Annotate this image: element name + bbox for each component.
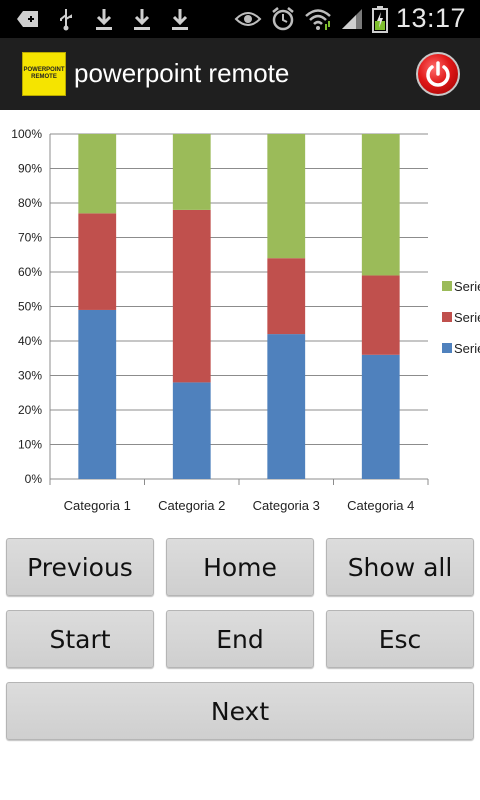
download-icon <box>90 6 118 32</box>
usb-icon <box>52 6 80 32</box>
bar-segment <box>267 334 306 479</box>
slide-chart: 0% 10% 20% 30% 40% 50% 60% 70% 80% 90% 100% Categor… <box>0 110 480 530</box>
y-tick-label: 80% <box>18 196 42 210</box>
download-icon <box>166 6 194 32</box>
bar-segment <box>78 134 117 214</box>
app-bar: POWERPOINT REMOTE powerpoint remote <box>0 38 480 110</box>
bar-segment <box>267 258 306 335</box>
previous-button[interactable]: Previous <box>6 538 154 596</box>
power-button[interactable] <box>416 52 460 96</box>
eye-icon <box>234 11 262 26</box>
bar-segment <box>267 134 306 259</box>
y-tick-label: 40% <box>18 334 42 348</box>
esc-button[interactable]: Esc <box>326 610 474 668</box>
start-button[interactable]: Start <box>6 610 154 668</box>
category-label: Categoria 1 <box>64 498 131 513</box>
app-logo-text: POWERPOINT REMOTE <box>23 67 65 80</box>
y-tick-label: 100% <box>11 127 42 141</box>
legend-swatch <box>442 281 452 291</box>
y-tick-label: 90% <box>18 162 42 176</box>
y-tick-label: 0% <box>25 472 43 486</box>
category-label: Categoria 4 <box>347 498 414 513</box>
signal-icon <box>341 8 362 29</box>
legend-swatch <box>442 312 452 322</box>
y-tick-label: 60% <box>18 265 42 279</box>
add-icon <box>14 6 42 32</box>
bar-segment <box>361 134 400 276</box>
wifi-icon <box>305 8 331 30</box>
home-button[interactable]: Home <box>166 538 314 596</box>
category-label: Categoria 2 <box>158 498 225 513</box>
status-icons-right: 13:17 <box>234 3 466 34</box>
bar-segment <box>78 213 117 310</box>
bar-segment <box>172 209 211 383</box>
y-tick-label: 10% <box>18 438 42 452</box>
bar-segment <box>172 134 211 210</box>
y-tick-label: 20% <box>18 403 42 417</box>
bar-segment <box>361 275 400 355</box>
power-icon <box>426 61 450 87</box>
notification-icons <box>14 6 194 32</box>
legend-label: Serie <box>454 279 480 294</box>
category-label: Categoria 3 <box>253 498 320 513</box>
alarm-icon <box>272 6 294 30</box>
end-button[interactable]: End <box>166 610 314 668</box>
y-tick-label: 50% <box>18 300 42 314</box>
download-icon <box>128 6 156 32</box>
app-logo: POWERPOINT REMOTE <box>22 52 66 96</box>
next-button[interactable]: Next <box>6 682 474 740</box>
battery-charging-icon <box>371 5 388 33</box>
legend-label: Serie <box>454 310 480 325</box>
y-tick-label: 30% <box>18 369 42 383</box>
show-all-button[interactable]: Show all <box>326 538 474 596</box>
y-tick-label: 70% <box>18 231 42 245</box>
app-title: powerpoint remote <box>74 58 290 88</box>
legend-label: Serie <box>454 341 480 356</box>
clock-time: 13:17 <box>395 3 466 33</box>
legend-swatch <box>442 343 452 353</box>
bar-segment <box>78 309 117 479</box>
bar-segment <box>361 354 400 479</box>
stacked-bar-chart: 0% 10% 20% 30% 40% 50% 60% 70% 80% 90% 100% Categor… <box>11 127 480 513</box>
bar-segment <box>172 382 211 479</box>
status-bar: 13:17 <box>0 0 480 38</box>
